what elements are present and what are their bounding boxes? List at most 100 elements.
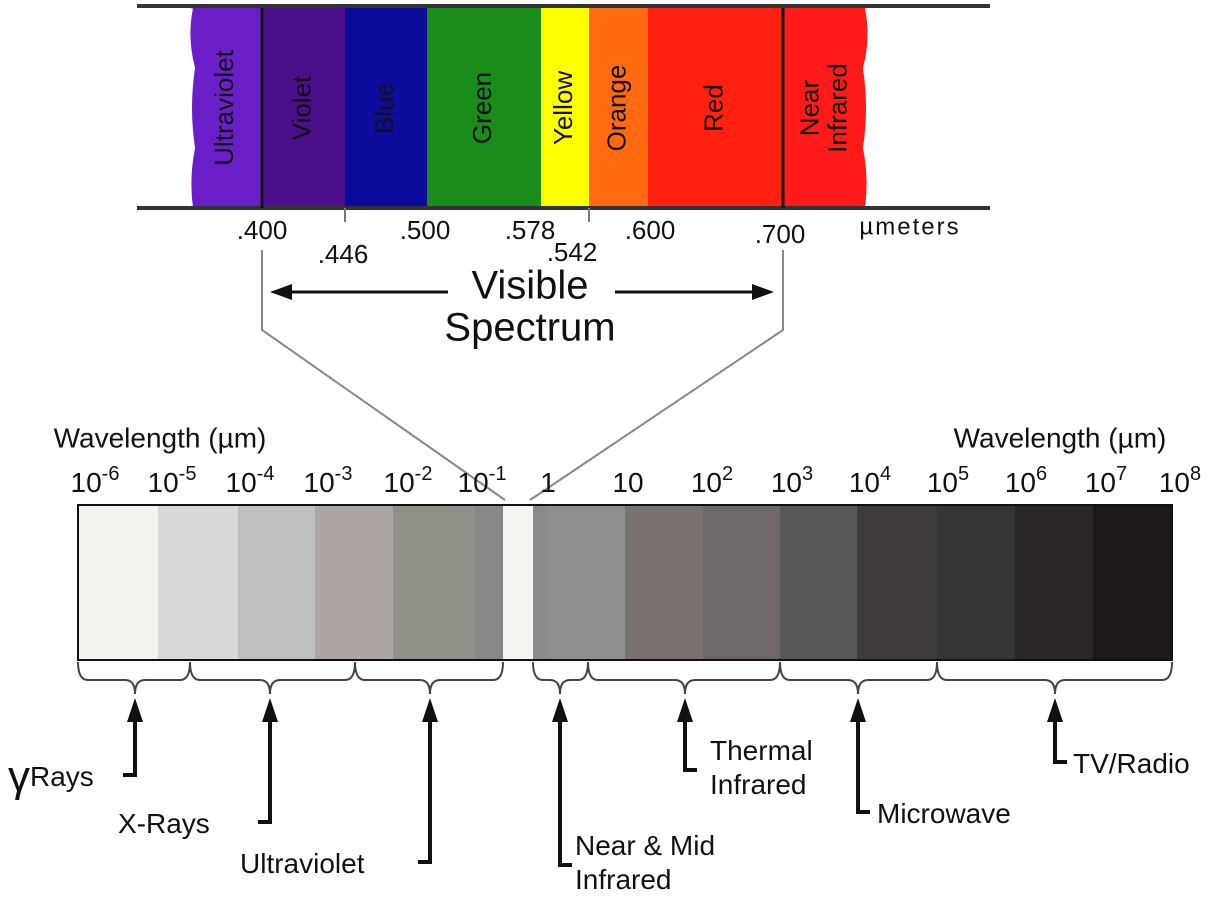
tick-label: .542 — [547, 237, 598, 267]
spectrum-segment — [533, 505, 548, 660]
spectrum-frame — [77, 504, 1173, 661]
pointer-head — [677, 698, 693, 722]
band — [783, 8, 868, 208]
band — [427, 8, 541, 208]
pointer-head — [127, 698, 143, 722]
region-text: Infrared — [710, 769, 807, 800]
spectrum-tick: 10-3 — [304, 463, 353, 498]
region-text: Near & Mid — [575, 830, 715, 861]
spectrum-segment — [1015, 505, 1093, 660]
pointer — [558, 715, 572, 867]
spectrum-segment — [1093, 505, 1172, 660]
spectrum-segment — [625, 505, 703, 660]
tick-exponent: -5 — [179, 463, 197, 485]
brace — [587, 661, 781, 695]
tick-label: .500 — [400, 215, 451, 245]
tick-base: 10 — [226, 467, 257, 498]
band — [190, 8, 262, 208]
spectrum-segment — [475, 505, 503, 660]
spectrum-segment — [393, 505, 475, 660]
tick-exponent: -3 — [335, 463, 353, 485]
tick-base: 10 — [849, 467, 880, 498]
region-label: Infrared — [710, 769, 807, 800]
brace — [77, 661, 191, 695]
pointer-head — [262, 698, 278, 722]
region-label: Ultraviolet — [240, 848, 365, 879]
brace — [936, 661, 1173, 695]
spectrum-tick: 10-4 — [226, 463, 275, 498]
pointer-head — [1047, 698, 1063, 722]
pointer — [683, 715, 697, 772]
tick-exponent: 2 — [722, 463, 733, 485]
tick-base: 10 — [612, 467, 643, 498]
band-label: Ultraviolet — [209, 49, 239, 165]
spectrum-tick: 103 — [771, 463, 813, 498]
tick-base: 10 — [384, 467, 415, 498]
region-text: Infrared — [575, 864, 672, 895]
band — [648, 8, 783, 208]
pointer — [856, 715, 870, 814]
brace — [189, 661, 356, 695]
spectrum-tick: 106 — [1005, 463, 1047, 498]
region-text: Rays — [30, 761, 94, 792]
tick-exponent: 5 — [958, 463, 969, 485]
spectrum-tick: 10 — [612, 467, 643, 498]
band-label: Green — [467, 72, 497, 144]
spectrum-segment — [780, 505, 857, 660]
tick-exponent: 6 — [1036, 463, 1047, 485]
band-label: Near — [794, 79, 824, 136]
region-label: Microwave — [877, 798, 1011, 829]
region-label: Infrared — [575, 864, 672, 895]
spectrum-tick: 1 — [540, 467, 556, 498]
brace — [532, 661, 589, 695]
tick-exponent: -1 — [489, 463, 507, 485]
tick-label: .700 — [755, 219, 806, 249]
tick-exponent: 7 — [1116, 463, 1127, 485]
spectrum-tick: 10-5 — [148, 463, 197, 498]
arrow-head — [270, 284, 292, 300]
spectrum-tick: 105 — [927, 463, 969, 498]
spectrum-segment — [503, 505, 533, 660]
region-text: Thermal — [710, 735, 813, 766]
tick-exponent: -4 — [257, 463, 275, 485]
band-label: Orange — [601, 65, 631, 152]
spectrum-tick: 102 — [691, 463, 733, 498]
pointer — [418, 715, 432, 864]
pointer — [1053, 715, 1067, 764]
tick-base: 10 — [148, 467, 179, 498]
arrow-head — [752, 284, 774, 300]
zoom-line — [529, 250, 784, 501]
region-label: Near & Mid — [575, 830, 715, 861]
band-label: Violet — [286, 75, 316, 140]
zoom-line — [261, 250, 506, 501]
region-symbol: γ — [8, 752, 30, 801]
region-label: X-Rays — [118, 808, 210, 839]
pointer — [258, 715, 272, 824]
tick-base: 10 — [1005, 467, 1036, 498]
tick-base: 1 — [540, 467, 556, 498]
band-edge — [862, 7, 874, 209]
spectrum-tick: 10-2 — [384, 463, 433, 498]
tick-base: 10 — [71, 467, 102, 498]
spectrum-tick: 10-6 — [71, 463, 120, 498]
spectrum-tick: 107 — [1085, 463, 1127, 498]
pointer-head — [552, 698, 568, 722]
spectrum-tick: 10-1 — [458, 463, 507, 498]
band — [541, 8, 589, 208]
spectrum-segment — [937, 505, 1015, 660]
tick-exponent: 4 — [880, 463, 891, 485]
region-label: γRays — [8, 752, 94, 801]
spectrum-segment — [548, 505, 625, 660]
spectrum-tick: 104 — [849, 463, 891, 498]
tick-base: 10 — [927, 467, 958, 498]
band-edge — [184, 7, 196, 209]
pointer-head — [422, 698, 438, 722]
spectrum-segment — [315, 505, 393, 660]
visible-title: Visible — [471, 264, 588, 308]
tick-label: .600 — [625, 215, 676, 245]
band-label: Blue — [369, 82, 399, 134]
region-label: Thermal — [710, 735, 813, 766]
unit-label: µmeters — [859, 213, 960, 240]
band-label: Yellow — [548, 71, 578, 145]
